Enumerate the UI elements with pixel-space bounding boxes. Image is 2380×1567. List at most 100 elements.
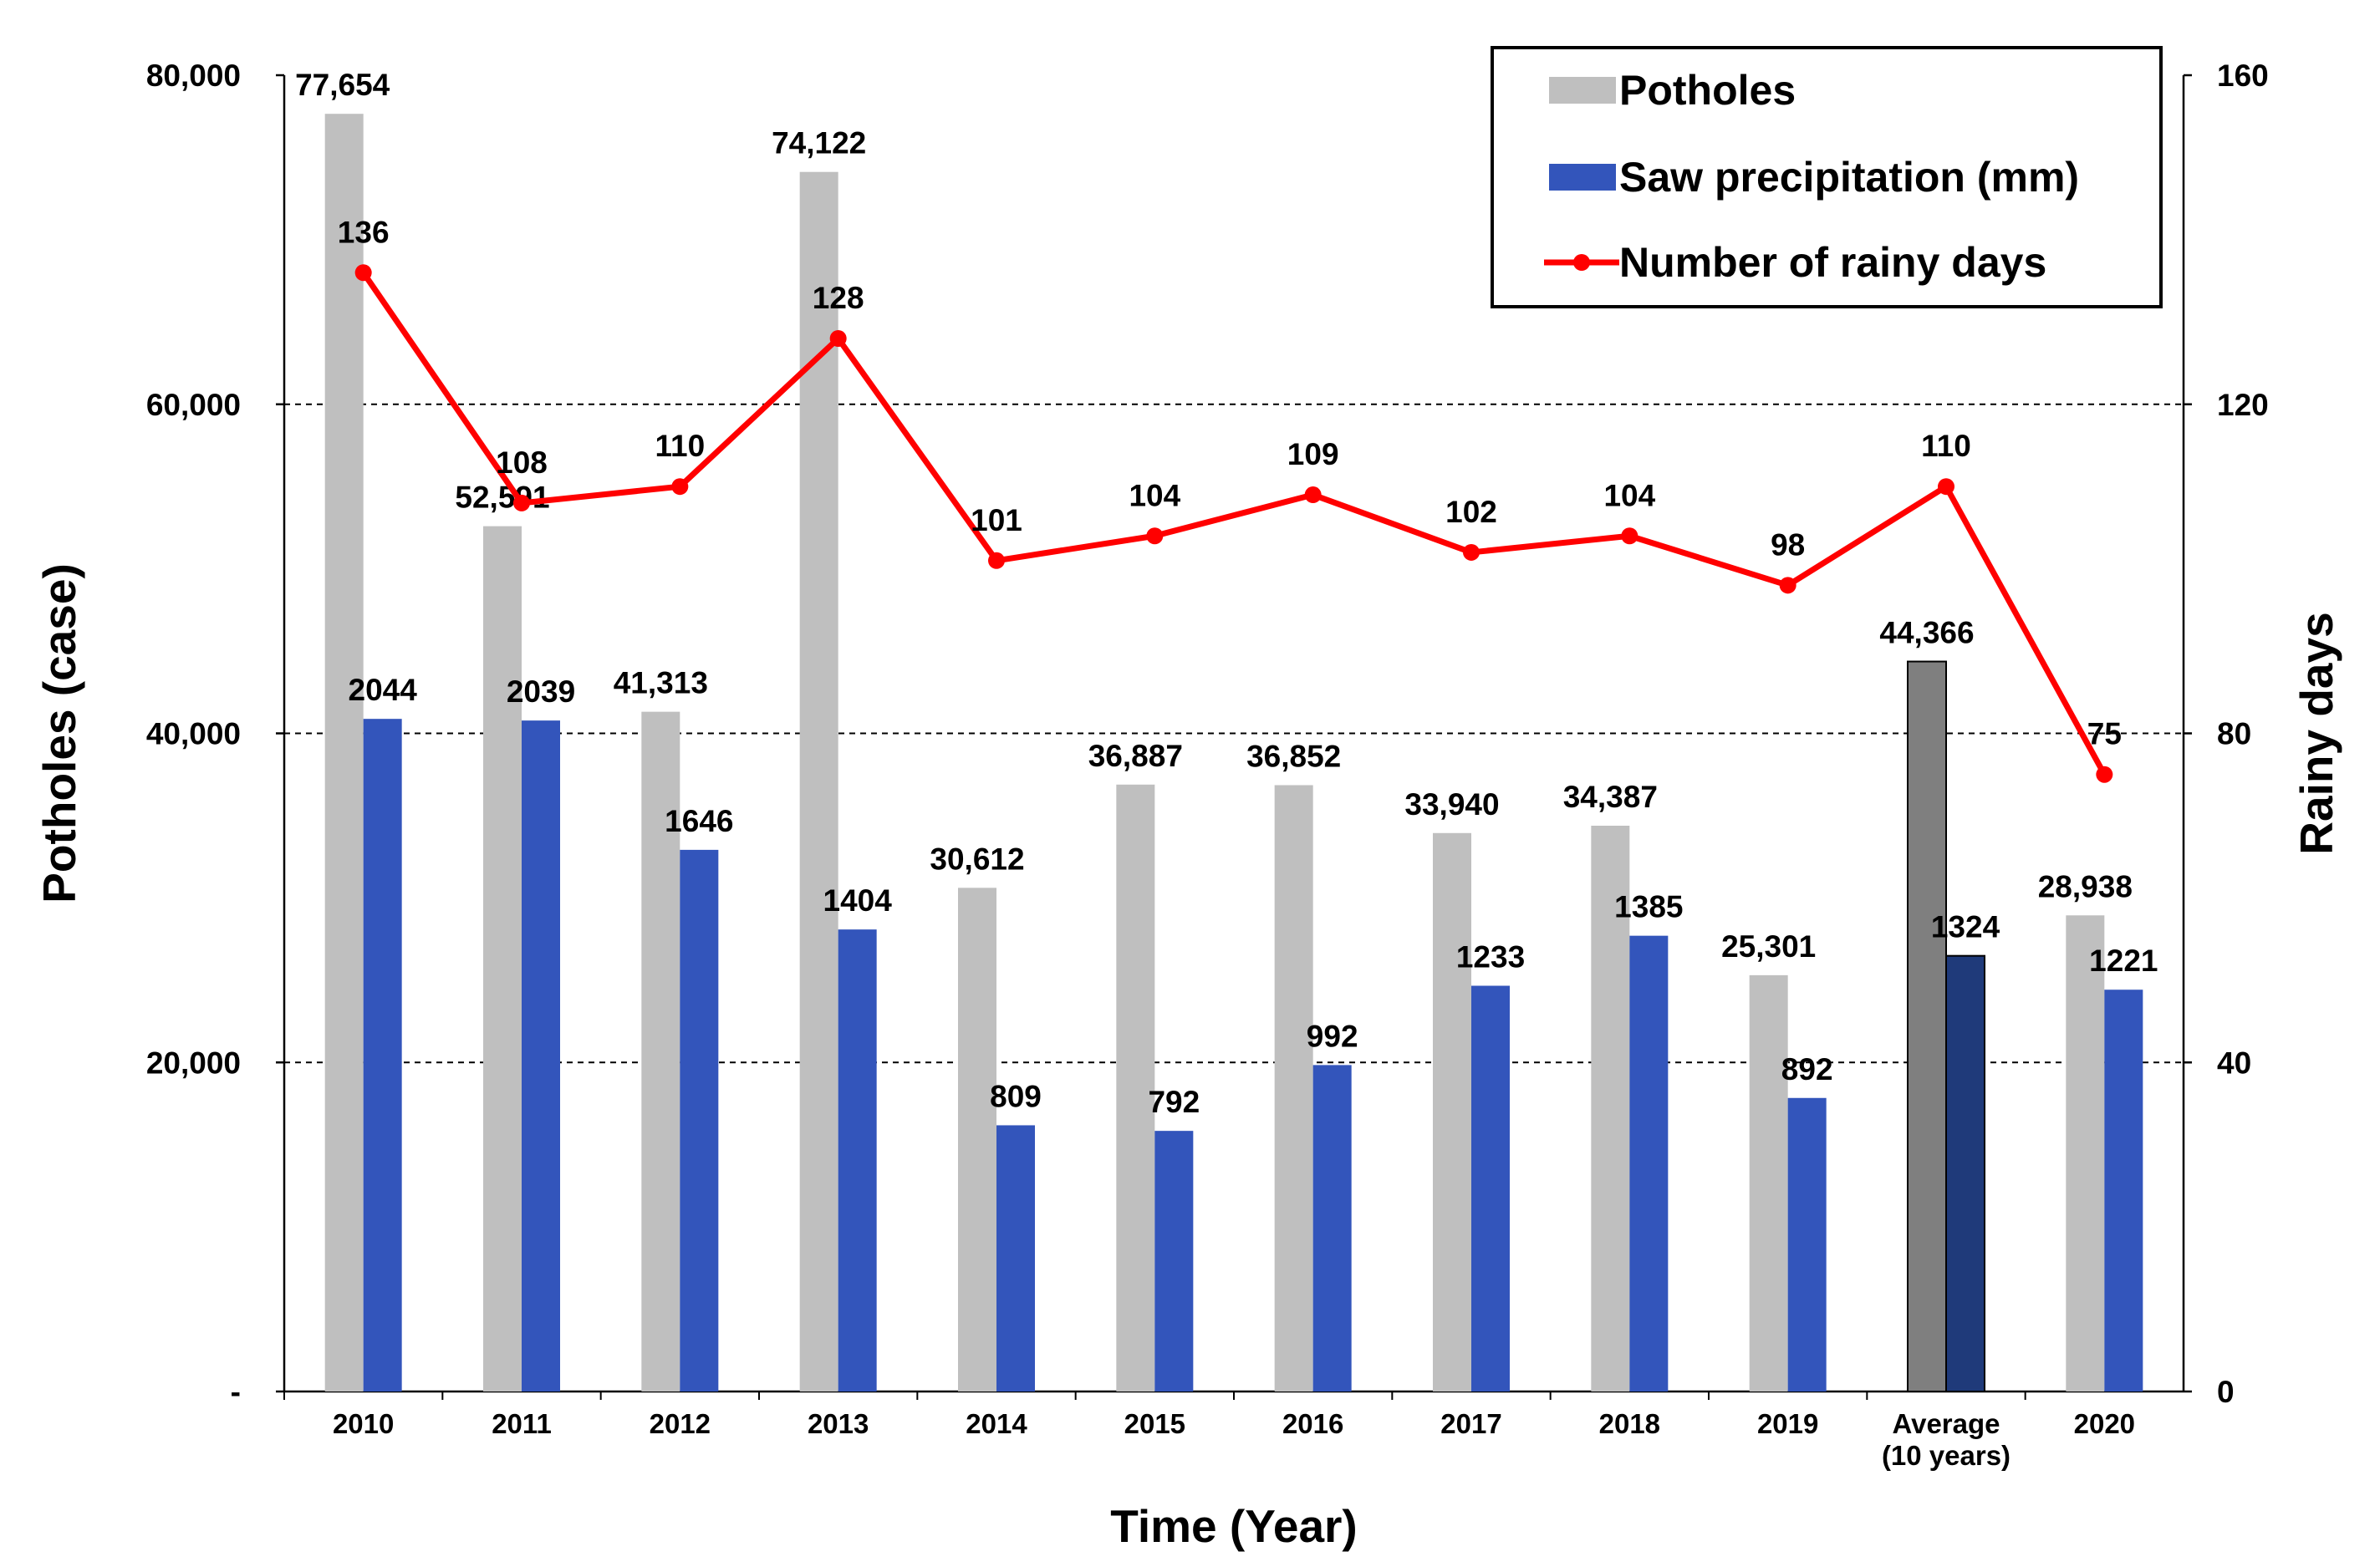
x-tick-label-line: 2018 [1599,1408,1660,1439]
bar-potholes [799,171,838,1391]
x-tick-label-line: 2012 [650,1408,711,1439]
data-label-rainy-days: 110 [1921,429,1971,463]
point-rainy-days [1621,527,1638,545]
y-right-tick-label: 160 [2217,59,2269,93]
data-label-precipitation: 2044 [349,673,418,707]
point-rainy-days [2096,766,2113,783]
bar-precipitation [1945,954,1985,1393]
x-axis-title: Time (Year) [1110,1500,1358,1552]
point-rainy-days [829,330,847,347]
x-tick-label-line: 2015 [1124,1408,1185,1439]
x-tick-label-line: 2020 [2074,1408,2135,1439]
bar-potholes [1591,826,1630,1391]
data-label-rainy-days: 136 [338,215,390,249]
data-label-potholes: 28,938 [2038,869,2133,903]
point-rainy-days [1146,527,1164,545]
x-tick-label: 2017 [1440,1408,1501,1439]
data-label-precipitation: 809 [990,1079,1042,1113]
data-label-rainy-days: 98 [1771,527,1805,562]
bar-potholes [1274,785,1313,1391]
bar-precipitation [2104,990,2143,1391]
bar-potholes [958,888,996,1391]
legend-label: Saw precipitation (mm) [1619,154,2079,201]
data-label-potholes: 33,940 [1404,787,1499,822]
bar-precipitation [680,849,719,1391]
point-rainy-days [354,264,372,282]
x-tick-label: 2020 [2074,1408,2135,1439]
bar-potholes [2066,915,2105,1391]
x-tick-label-line: (10 years) [1882,1440,2011,1471]
point-rainy-days [1304,486,1322,504]
x-tick-label: 2016 [1282,1408,1343,1439]
data-label-rainy-days: 128 [813,281,864,315]
bar-precipitation [1471,985,1510,1391]
x-tick-label: 2013 [808,1408,869,1439]
legend-swatch-marker [1573,254,1590,271]
data-label-potholes: 36,887 [1088,739,1183,773]
legend-swatch [1549,77,1616,104]
data-label-precipitation: 2039 [507,674,575,709]
y-left-tick-label: 60,000 [146,388,241,422]
bar-potholes [1433,832,1471,1391]
data-label-rainy-days: 108 [496,445,548,480]
data-label-rainy-days: 102 [1445,495,1497,529]
bar-precipitation [1787,1097,1827,1391]
x-tick-label: 2018 [1599,1408,1660,1439]
legend-label: Potholes [1619,67,1796,114]
data-label-potholes: 41,313 [614,666,708,700]
data-label-precipitation: 1233 [1456,940,1525,974]
data-label-rainy-days: 109 [1287,437,1339,471]
data-label-precipitation: 1646 [665,804,733,838]
data-label-rainy-days: 75 [2087,717,2122,751]
point-rainy-days [513,494,530,511]
x-tick-label: 2019 [1757,1408,1818,1439]
y-axis-left-title: Potholes (case) [33,563,85,903]
point-rainy-days [1779,577,1796,594]
bar-precipitation [996,1125,1035,1391]
data-label-precipitation: 1221 [2089,944,2158,978]
y-left-tick-label: - [231,1375,241,1409]
bar-potholes [641,711,680,1391]
data-label-rainy-days: 104 [1603,478,1655,512]
data-label-potholes: 30,612 [930,842,1024,876]
data-label-rainy-days: 110 [655,429,705,463]
data-label-rainy-days: 101 [971,503,1022,537]
y-right-tick-label: 80 [2217,717,2251,751]
x-tick-label-line: 2019 [1757,1408,1818,1439]
line-rainy-days [360,271,2107,776]
data-label-precipitation: 1324 [1931,910,2000,944]
legend-label: Number of rainy days [1619,239,2046,286]
bar-potholes [483,526,522,1391]
y-axis-right-title: Rainy days [2291,612,2342,854]
data-label-precipitation: 992 [1307,1019,1358,1053]
data-label-potholes: 44,366 [1879,616,1974,650]
y-left-tick-label: 20,000 [146,1046,241,1080]
y-left-tick-label: 40,000 [146,717,241,751]
data-label-precipitation: 1385 [1614,890,1683,924]
x-tick-label: 2010 [333,1408,394,1439]
x-tick-label: 2015 [1124,1408,1185,1439]
data-label-potholes: 34,387 [1563,780,1658,814]
data-label-potholes: 77,654 [295,68,390,102]
y-left-tick-label: 80,000 [146,59,241,93]
y-right-tick-label: 120 [2217,388,2269,422]
data-label-potholes: 52,591 [455,481,549,515]
x-tick-label: Average (10 years) [1882,1408,2011,1471]
point-rainy-days [1463,543,1480,561]
bar-potholes [1116,784,1155,1391]
bar-precipitation [1154,1131,1194,1391]
x-tick-label: 2012 [650,1408,711,1439]
bar-precipitation [522,720,560,1391]
data-label-potholes: 36,852 [1246,739,1341,773]
point-rainy-days [988,552,1005,569]
point-rainy-days [671,478,689,496]
x-tick-label-line: 2010 [333,1408,394,1439]
bar-precipitation [838,929,877,1391]
bar-precipitation [1629,935,1669,1391]
data-label-precipitation: 792 [1148,1085,1200,1119]
data-label-precipitation: 1404 [823,883,893,918]
x-tick-label-line: 2016 [1282,1408,1343,1439]
x-tick-label-line: 2017 [1440,1408,1501,1439]
